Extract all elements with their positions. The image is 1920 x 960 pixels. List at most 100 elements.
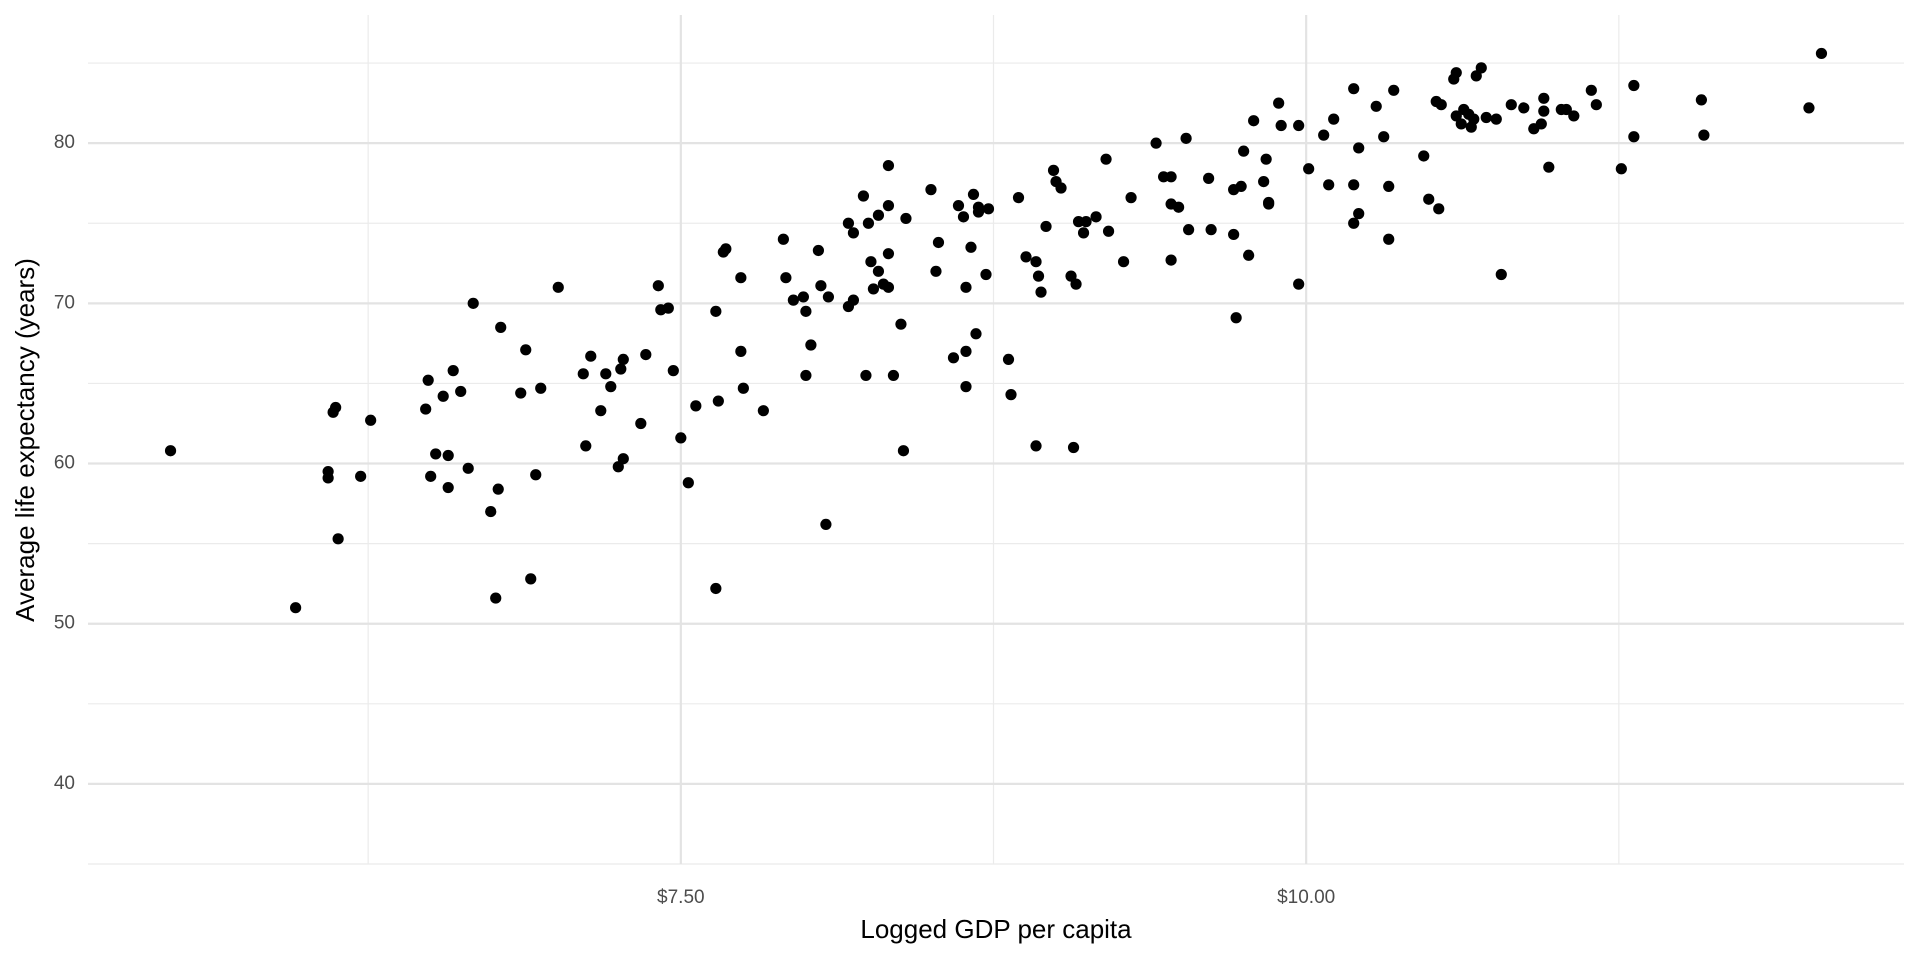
point — [652, 280, 664, 292]
point — [882, 281, 895, 293]
point — [1348, 217, 1360, 229]
point — [640, 349, 652, 361]
point — [1628, 79, 1640, 92]
point — [1543, 161, 1555, 173]
point — [982, 203, 995, 215]
point — [710, 582, 722, 595]
point — [1383, 180, 1395, 193]
x-tick-label: $7.50 — [657, 887, 705, 908]
point — [805, 339, 817, 351]
point — [757, 405, 769, 417]
point — [1205, 224, 1217, 236]
point — [1468, 113, 1480, 125]
point — [530, 469, 542, 481]
point — [1012, 192, 1025, 204]
point — [1435, 99, 1447, 111]
point — [815, 280, 827, 292]
point — [1117, 256, 1130, 268]
point — [960, 345, 972, 357]
point — [1238, 145, 1250, 157]
point — [495, 321, 507, 333]
point — [1455, 118, 1467, 130]
point — [422, 374, 434, 386]
point — [1248, 115, 1260, 127]
y-tick-label: 70 — [54, 292, 75, 313]
point — [882, 159, 895, 172]
point — [1353, 208, 1365, 220]
point — [1293, 278, 1305, 290]
point — [442, 449, 454, 462]
point — [1490, 113, 1502, 125]
point — [615, 363, 627, 375]
point — [1383, 233, 1395, 245]
point — [1388, 84, 1400, 96]
point — [967, 188, 980, 201]
point — [820, 518, 832, 531]
point — [437, 390, 449, 402]
point — [1293, 119, 1305, 132]
point — [1348, 179, 1360, 191]
point — [467, 297, 479, 309]
point — [442, 481, 454, 494]
point — [1353, 142, 1365, 154]
point — [800, 369, 812, 382]
y-tick-label: 80 — [54, 132, 75, 153]
point — [822, 291, 835, 303]
point — [1698, 129, 1710, 141]
point — [585, 350, 597, 362]
point — [1418, 150, 1430, 162]
point — [1065, 270, 1077, 282]
point — [580, 440, 592, 452]
point — [1102, 225, 1115, 237]
point — [322, 472, 334, 484]
point — [1423, 193, 1435, 205]
point — [420, 403, 432, 415]
point — [1035, 286, 1047, 298]
point — [1803, 102, 1815, 114]
point — [1165, 254, 1177, 266]
point — [1303, 163, 1315, 175]
point — [867, 283, 880, 295]
point — [862, 217, 875, 229]
point — [1258, 175, 1270, 188]
point — [735, 272, 747, 284]
point — [1002, 353, 1015, 366]
point — [675, 432, 687, 444]
point — [1090, 211, 1102, 223]
y-tick-label: 60 — [54, 453, 75, 474]
y-tick-label: 50 — [54, 613, 75, 634]
point — [780, 272, 792, 284]
point — [430, 448, 442, 460]
point — [667, 365, 679, 377]
point — [1590, 99, 1602, 111]
point — [365, 414, 377, 426]
point — [605, 381, 617, 393]
point — [290, 602, 302, 614]
y-tick-label: 40 — [54, 773, 75, 794]
point — [1260, 153, 1272, 165]
point — [600, 368, 612, 380]
point — [1480, 111, 1492, 124]
point — [787, 294, 799, 306]
point — [925, 184, 937, 196]
x-tick-label: $10.00 — [1277, 887, 1335, 908]
point — [1348, 83, 1360, 95]
point — [1370, 100, 1382, 112]
point — [455, 385, 467, 398]
point — [857, 190, 870, 202]
point — [447, 365, 459, 377]
point — [425, 470, 437, 482]
point — [1030, 256, 1042, 268]
point — [1243, 249, 1255, 261]
point — [960, 281, 972, 293]
point — [355, 470, 367, 482]
point — [330, 401, 342, 414]
point — [882, 248, 895, 260]
point — [947, 352, 960, 364]
point — [690, 400, 702, 412]
point — [1615, 163, 1627, 175]
point — [847, 227, 860, 239]
point — [520, 344, 532, 356]
point — [1275, 119, 1287, 132]
